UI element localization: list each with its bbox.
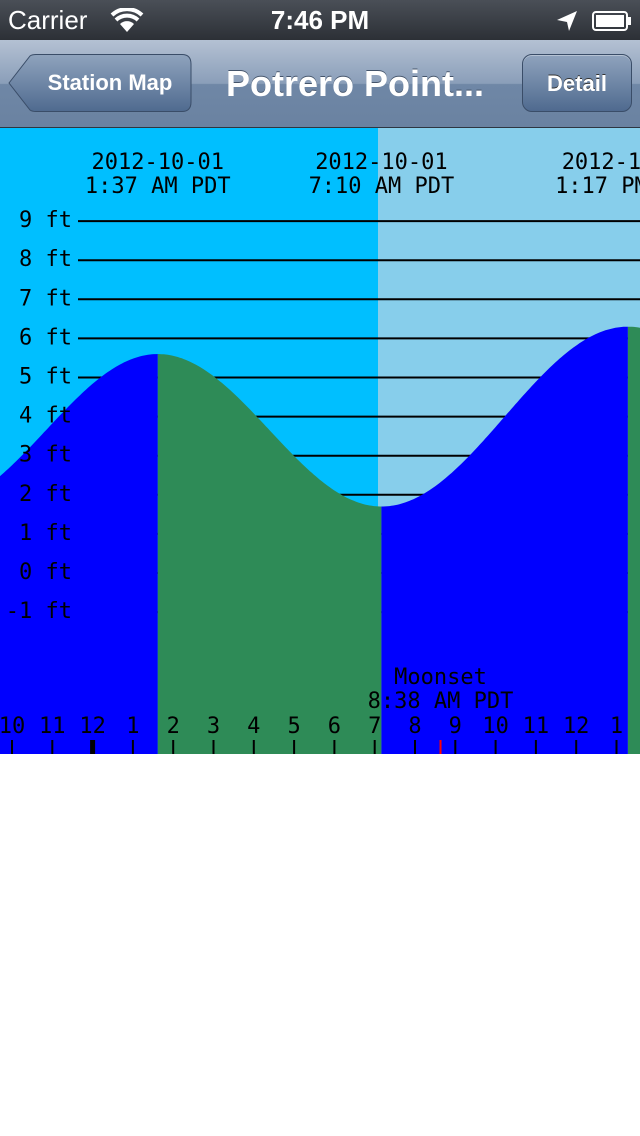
hour-label: 9: [449, 714, 462, 739]
y-tick-label: 2 ft: [19, 482, 72, 507]
event-date: 2012-10-01: [92, 150, 224, 175]
falling-tide-area: [157, 354, 382, 754]
event-date: 2012-10-01: [315, 150, 447, 175]
hour-label: 10: [0, 714, 25, 739]
y-tick-label: -1 ft: [6, 599, 72, 624]
status-icons: [557, 11, 631, 31]
clock: 7:46 PM: [270, 5, 370, 35]
event-time: 1:37 AM PDT: [85, 174, 231, 199]
rising-tide-area: [0, 354, 158, 754]
wifi-icon: [110, 8, 144, 32]
carrier: Carrier: [8, 5, 88, 35]
hour-label: 7: [368, 714, 381, 739]
hour-label: 3: [207, 714, 220, 739]
hour-label: 1: [126, 714, 139, 739]
y-tick-label: 9 ft: [19, 208, 72, 233]
status-bar: Carrier 7:46 PM: [0, 0, 640, 40]
event-date: 2012-10-01: [562, 150, 640, 175]
y-tick-label: 6 ft: [19, 325, 72, 350]
y-tick-label: 3 ft: [19, 443, 72, 468]
hour-label: 5: [287, 714, 300, 739]
nav-title: Potrero Point...: [225, 63, 484, 104]
moon-label: Moonset: [394, 665, 487, 690]
hour-label: 12: [563, 714, 590, 739]
y-tick-label: 1 ft: [19, 521, 72, 546]
detail-button[interactable]: Detail: [522, 54, 632, 112]
event-time: 7:10 AM PDT: [309, 174, 455, 199]
y-tick-label: 7 ft: [19, 286, 72, 311]
back-label[interactable]: Station Map: [48, 70, 173, 95]
hour-label: 1: [610, 714, 623, 739]
y-tick-label: 4 ft: [19, 404, 72, 429]
hour-label: 6: [328, 714, 341, 739]
day-background: [378, 128, 640, 754]
y-tick-label: 0 ft: [19, 560, 72, 585]
event-time: 1:17 PM PDT: [555, 174, 640, 199]
rising-tide-area: [381, 326, 628, 754]
hour-label: 8: [408, 714, 421, 739]
moon-time: 8:38 AM PDT: [368, 689, 514, 714]
falling-tide-area: [627, 326, 640, 754]
hour-label: 2: [167, 714, 180, 739]
hour-label: 4: [247, 714, 260, 739]
hour-label: 10: [482, 714, 509, 739]
back-button[interactable]: Station Map: [8, 54, 192, 112]
navigation-bar: Station Map Potrero Point... Detail: [0, 40, 640, 128]
hour-label: 11: [523, 714, 550, 739]
y-tick-label: 8 ft: [19, 247, 72, 272]
hour-label: 12: [79, 714, 106, 739]
night-background: [0, 128, 378, 754]
hour-label: 11: [39, 714, 66, 739]
y-tick-label: 5 ft: [19, 365, 72, 390]
